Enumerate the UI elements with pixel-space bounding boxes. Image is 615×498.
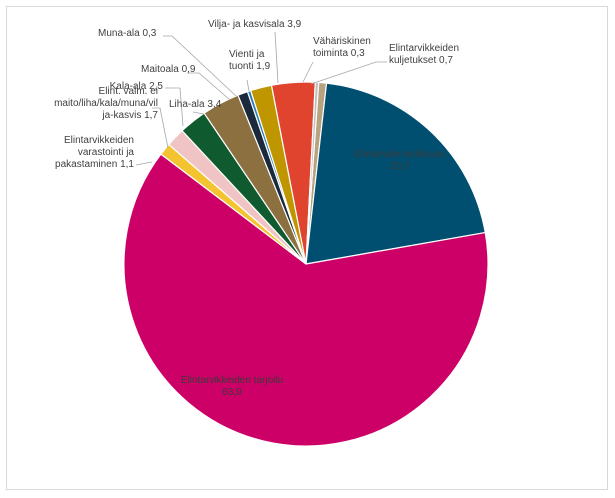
pie-slice-elintarvikkeiden-tarjoilu — [123, 153, 489, 447]
data-label: Liha-ala 3,4 — [169, 99, 222, 110]
leader-line — [165, 87, 184, 127]
leader-line — [163, 35, 237, 97]
data-label: Kala-ala 2,5 — [110, 81, 164, 92]
leader-line — [135, 161, 153, 166]
data-label: Muna-ala 0,3 — [98, 28, 157, 39]
data-label: Elint. valm. ei maito/liha/kala/muna/vil j… — [54, 86, 158, 121]
data-label: Elintarvikkeiden varastointi ja pakastamin… — [55, 135, 134, 170]
data-label: Vienti ja tuonti 1,9 — [229, 49, 271, 72]
leader-line — [310, 61, 387, 85]
leader-line — [187, 72, 231, 101]
leader-line — [246, 79, 250, 92]
leader-line — [274, 31, 279, 84]
data-label: Elintarvike-teollisuus 20,7 — [354, 149, 445, 172]
data-label: Vähäriskinen toiminta 0,3 — [313, 36, 371, 59]
data-label: Elintarvikkeiden kuljetukset 0,7 — [389, 43, 459, 66]
data-label: Vilja- ja kasvisala 3,9 — [208, 19, 302, 30]
leader-line — [152, 107, 169, 149]
leader-line — [192, 111, 205, 115]
leader-line — [302, 61, 314, 83]
data-label: Maitoala 0,9 — [141, 64, 196, 75]
pie-slice-elintarviketeollisuus — [305, 82, 486, 265]
data-label: Elintarvikkeiden tarjoilu 63,9 — [181, 375, 283, 398]
